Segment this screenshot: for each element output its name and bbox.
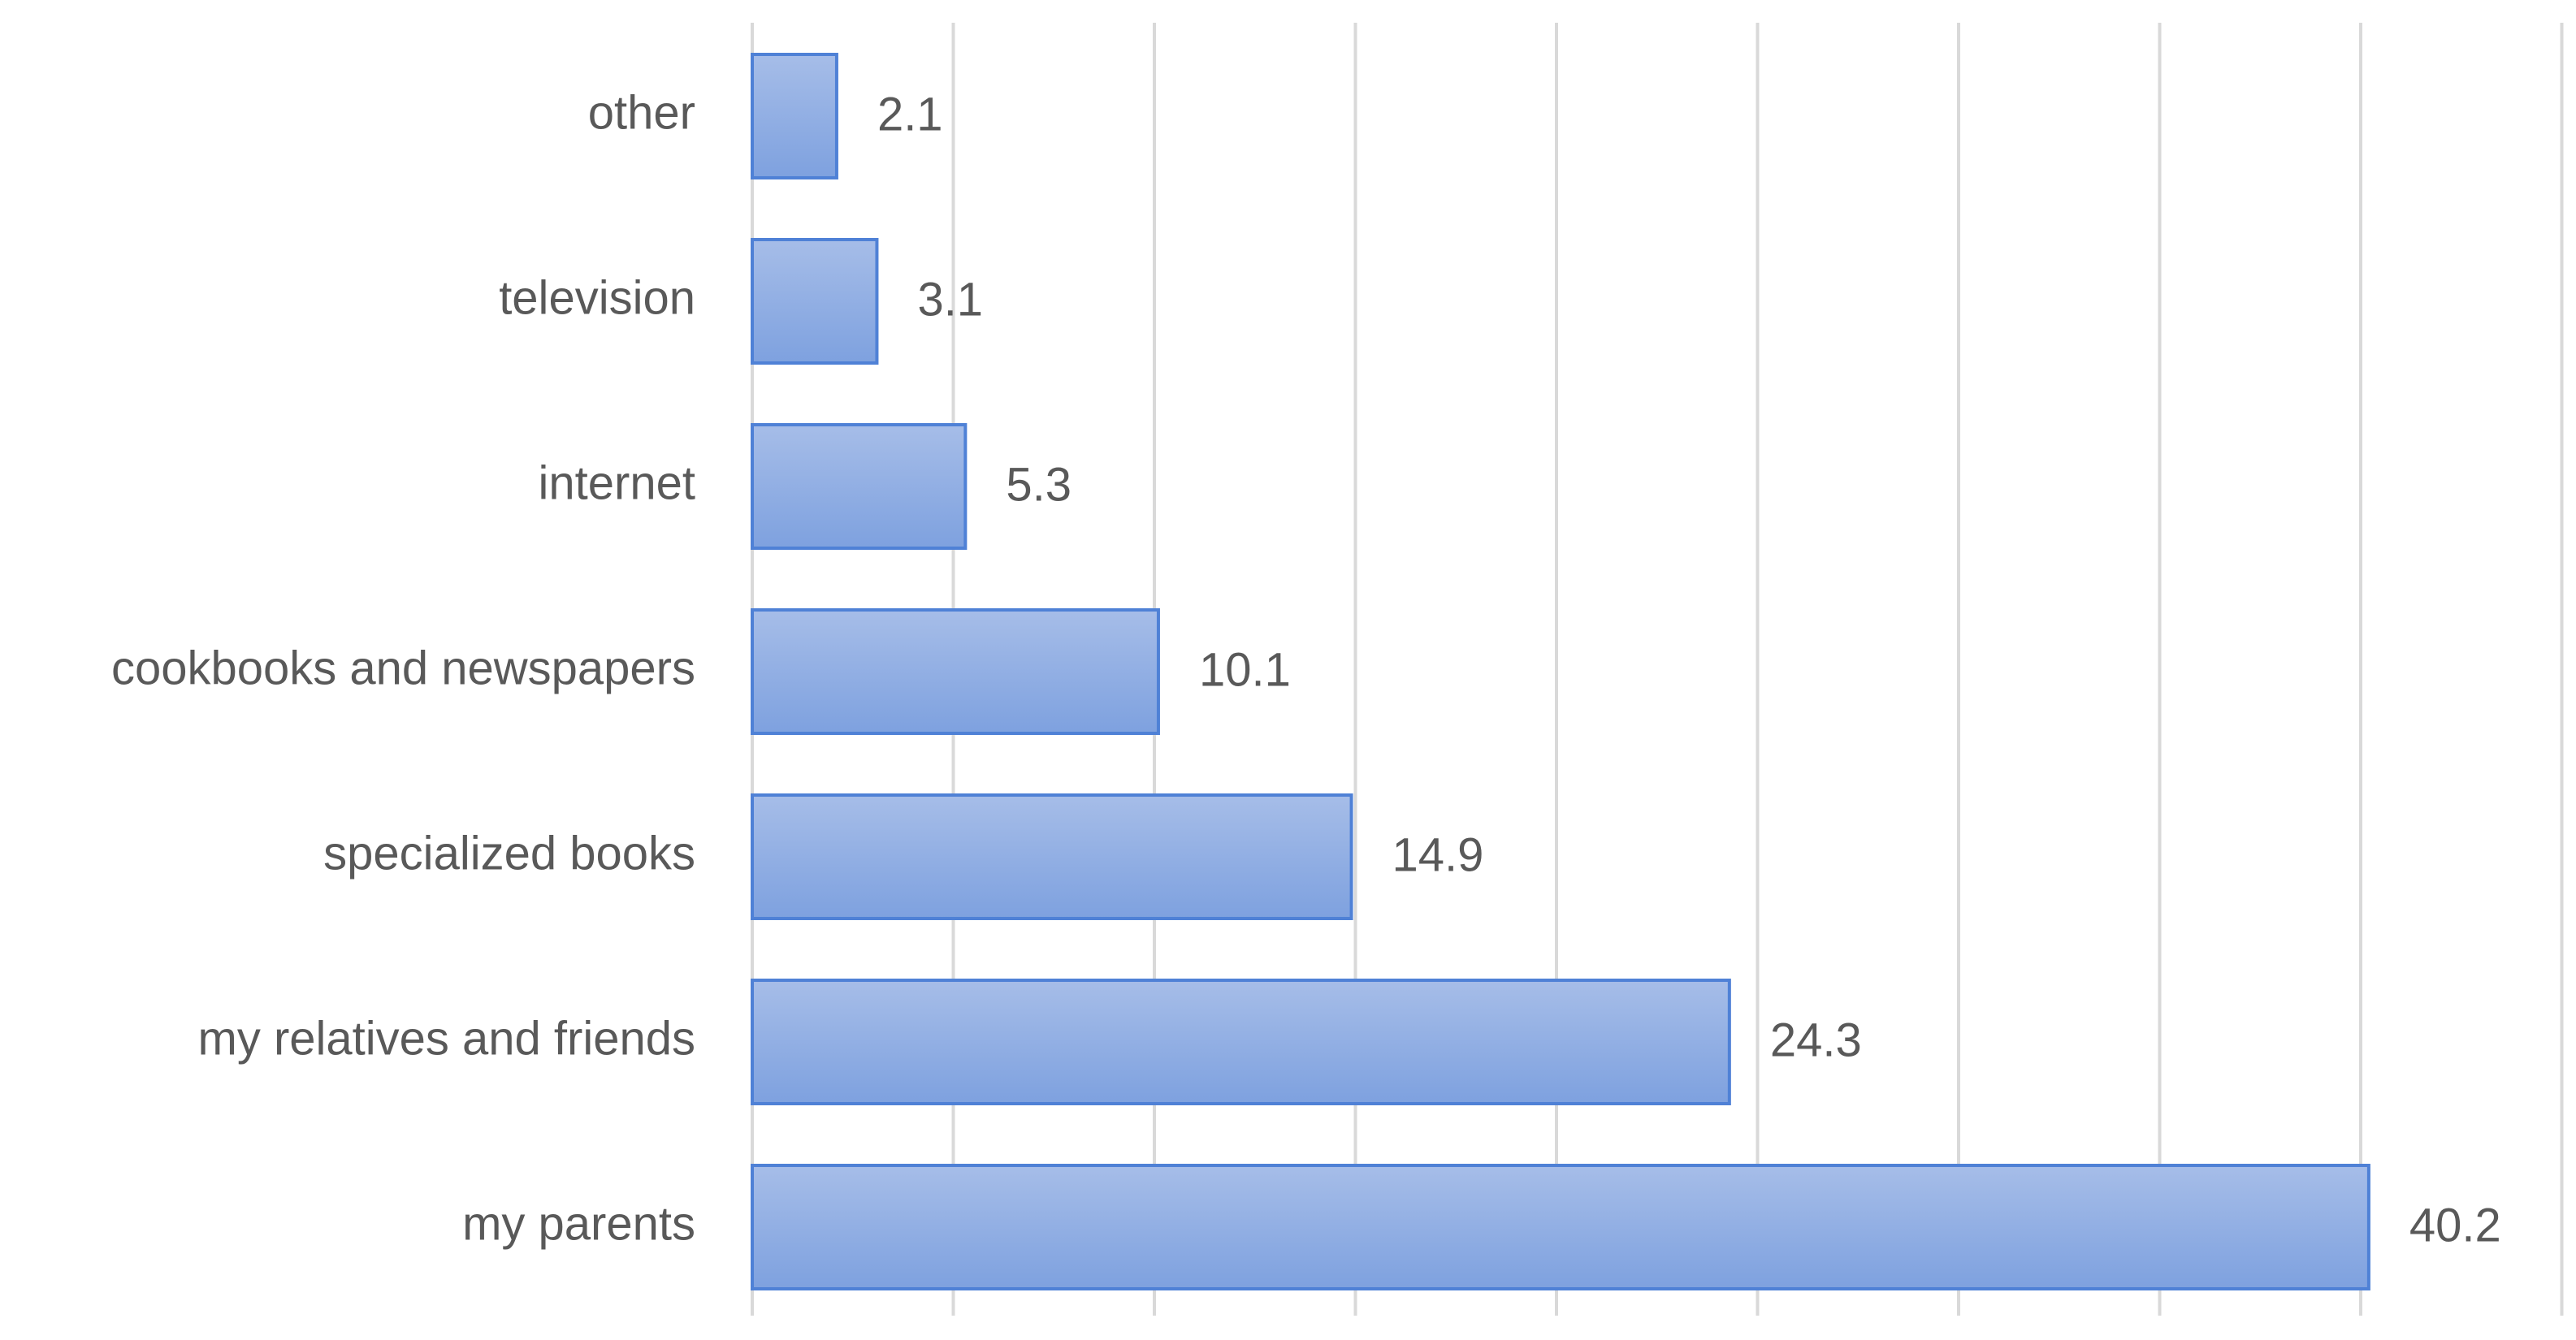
bar-my-parents [751, 1164, 2370, 1290]
grid-lines [751, 23, 2564, 1316]
bar-television [751, 238, 879, 365]
value-label: 5.3 [1006, 458, 1072, 511]
category-label: my relatives and friends [198, 1012, 695, 1065]
value-label: 10.1 [1199, 643, 1291, 696]
bars [751, 53, 2370, 1290]
category-label: internet [539, 456, 695, 509]
category-label: my parents [462, 1197, 695, 1250]
category-labels: other television internet cookbooks and new… [111, 86, 695, 1250]
category-label: television [499, 271, 695, 324]
bar-internet [751, 423, 968, 550]
bar-specialized-books [751, 793, 1353, 920]
value-label: 24.3 [1770, 1014, 1862, 1066]
value-label: 2.1 [877, 88, 943, 140]
value-label: 14.9 [1392, 828, 1484, 881]
category-label: specialized books [323, 827, 695, 880]
category-label: other [588, 86, 695, 139]
bar-other [751, 53, 838, 179]
bar-cookbooks-and-newspapers [751, 608, 1160, 735]
value-labels: 2.1 3.1 5.3 10.1 14.9 24.3 40.2 [877, 88, 2501, 1251]
value-label: 40.2 [2409, 1199, 2501, 1251]
bar-my-relatives-and-friends [751, 979, 1731, 1105]
category-label: cookbooks and newspapers [111, 642, 695, 694]
value-label: 3.1 [917, 273, 983, 326]
